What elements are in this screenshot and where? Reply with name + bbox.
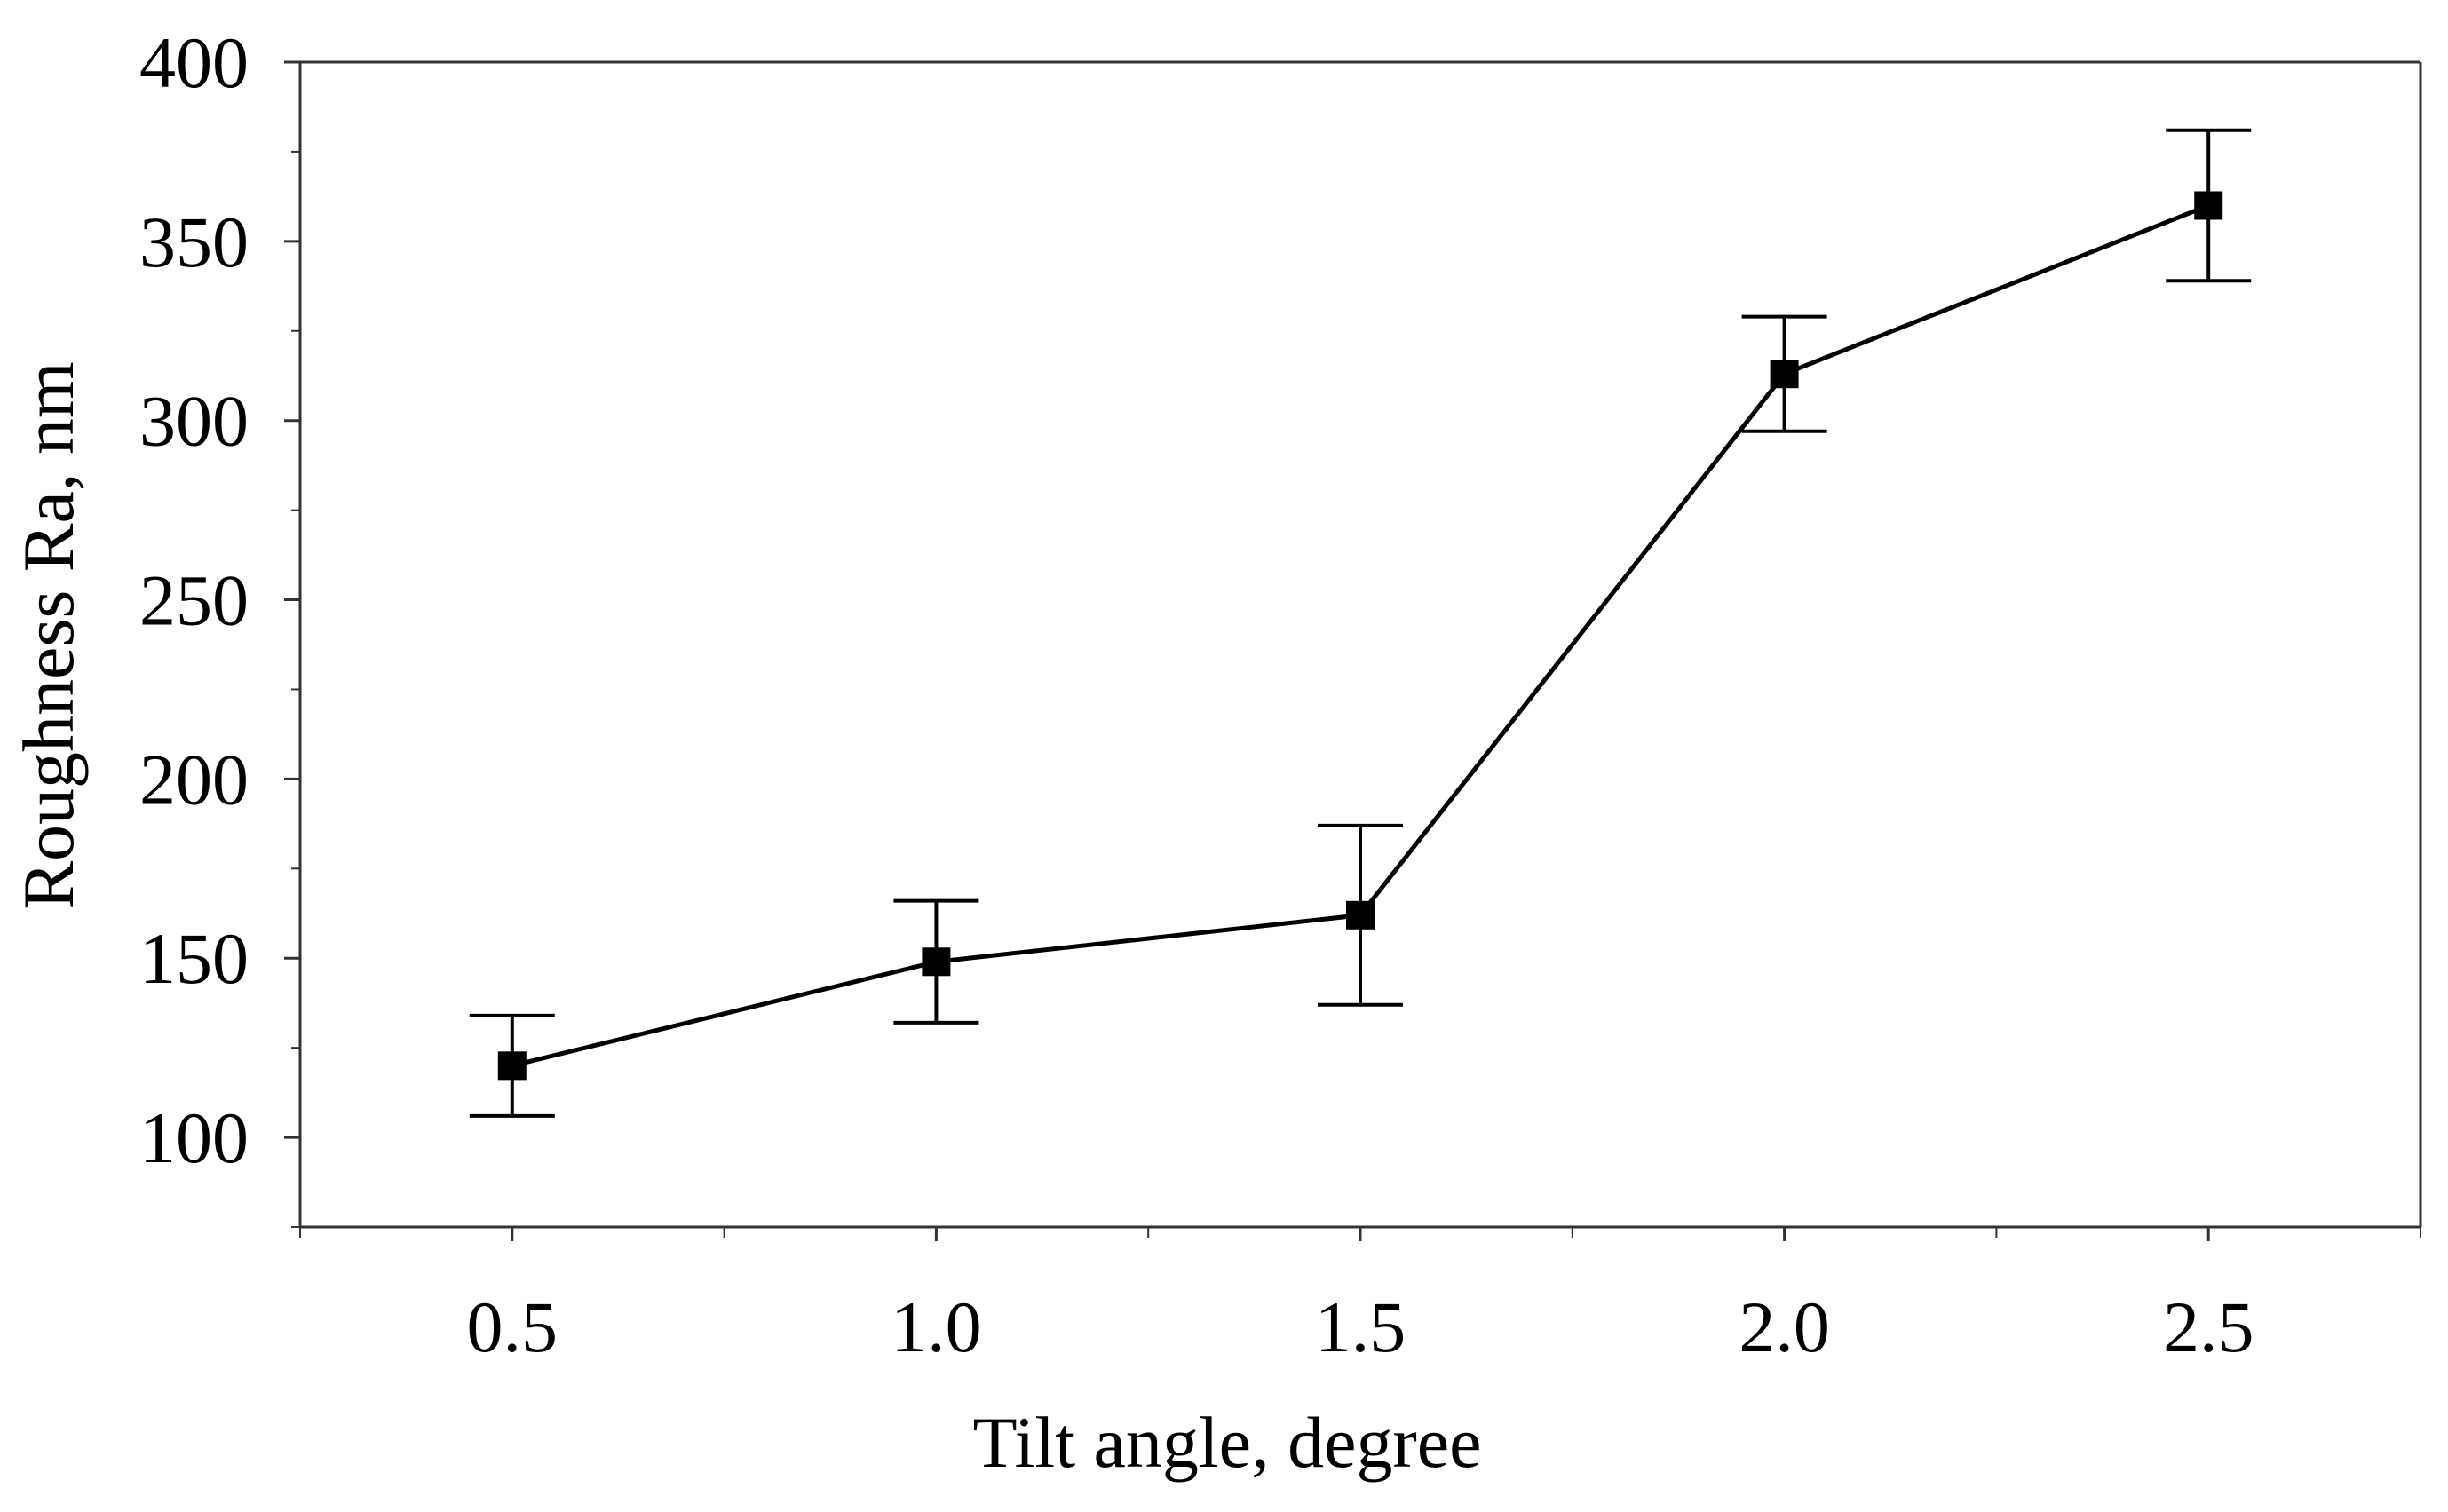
ticks-group: 100 150 200 250 300 350 400 0.5 1.0 1.5 2.0 2.5 xyxy=(139,22,2421,1367)
y-tick-label: 400 xyxy=(139,22,249,103)
x-axis-title: Tilt angle, degree xyxy=(972,1402,1481,1483)
data-point xyxy=(1346,900,1375,930)
y-tick-label: 350 xyxy=(139,202,249,282)
series-group xyxy=(469,128,2252,1118)
x-tick-label: 1.0 xyxy=(891,1286,982,1367)
x-tick-label: 2.0 xyxy=(1739,1286,1830,1367)
axes-group xyxy=(298,60,2422,1229)
data-point xyxy=(497,1051,527,1081)
x-tick-label: 2.5 xyxy=(2163,1286,2254,1367)
y-tick-label: 250 xyxy=(139,560,249,641)
y-axis-title: Roughness Ra, nm xyxy=(8,361,89,909)
y-tick-label: 150 xyxy=(139,918,249,999)
x-tick-label: 0.5 xyxy=(467,1286,559,1367)
y-tick-label: 100 xyxy=(139,1097,249,1178)
x-tick-label: 1.5 xyxy=(1315,1286,1406,1367)
data-point xyxy=(2194,191,2223,220)
data-point xyxy=(1770,360,1799,389)
data-point xyxy=(922,947,951,977)
y-tick-label: 200 xyxy=(139,739,249,819)
y-tick-label: 300 xyxy=(139,381,249,462)
